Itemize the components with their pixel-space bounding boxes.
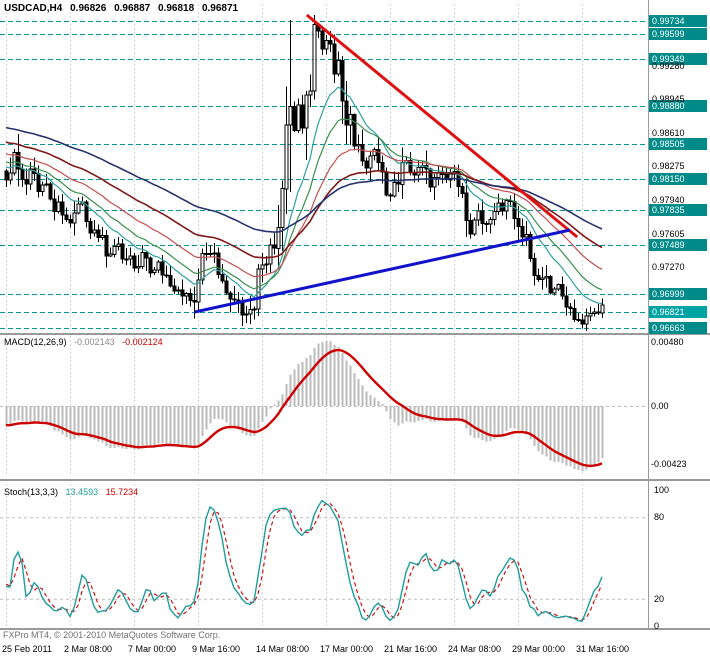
macd-value-signal: -0.002124 — [122, 337, 163, 347]
macd-signal-line — [6, 348, 603, 468]
macd-value-main: -0.002143 — [74, 337, 115, 347]
chart-header: USDCAD,H4 0.96826 0.96887 0.96818 0.9687… — [4, 3, 243, 14]
ohlc-open: 0.96826 — [70, 3, 107, 14]
moving-average-34 — [5, 148, 603, 278]
candles-layer — [4, 15, 605, 331]
stoch-value-d: 15.7234 — [105, 487, 139, 497]
trendline-resistance[interactable] — [305, 13, 579, 239]
grid-lines — [6, 4, 583, 626]
moving-average-13 — [5, 86, 603, 304]
macd-panel-label: MACD(12,26,9) -0.002143 -0.002124 — [4, 337, 168, 347]
stoch-signal-line — [5, 502, 603, 621]
symbol-period-label: USDCAD,H4 — [4, 3, 63, 14]
moving-average-55 — [5, 141, 603, 259]
stoch-main-line — [5, 499, 603, 622]
moving-average-89 — [5, 126, 603, 233]
macd-indicator-name: MACD(12,26,9) — [4, 337, 67, 347]
ohlc-low: 0.96818 — [158, 3, 195, 14]
macd-histogram — [5, 341, 604, 471]
moving-average-21 — [5, 118, 603, 291]
ohlc-high: 0.96887 — [114, 3, 151, 14]
stoch-indicator-name: Stoch(13,3,3) — [4, 487, 59, 497]
panel-separators — [0, 333, 710, 630]
stoch-panel-label: Stoch(13,3,3) 13.4593 15.7234 — [4, 487, 143, 497]
ohlc-close: 0.96871 — [201, 3, 239, 14]
stoch-value-k: 13.4593 — [65, 487, 99, 497]
copyright-text: FXPro MT4, © 2001-2010 MetaQuotes Softwa… — [3, 630, 221, 640]
trendline-support[interactable] — [194, 228, 571, 314]
